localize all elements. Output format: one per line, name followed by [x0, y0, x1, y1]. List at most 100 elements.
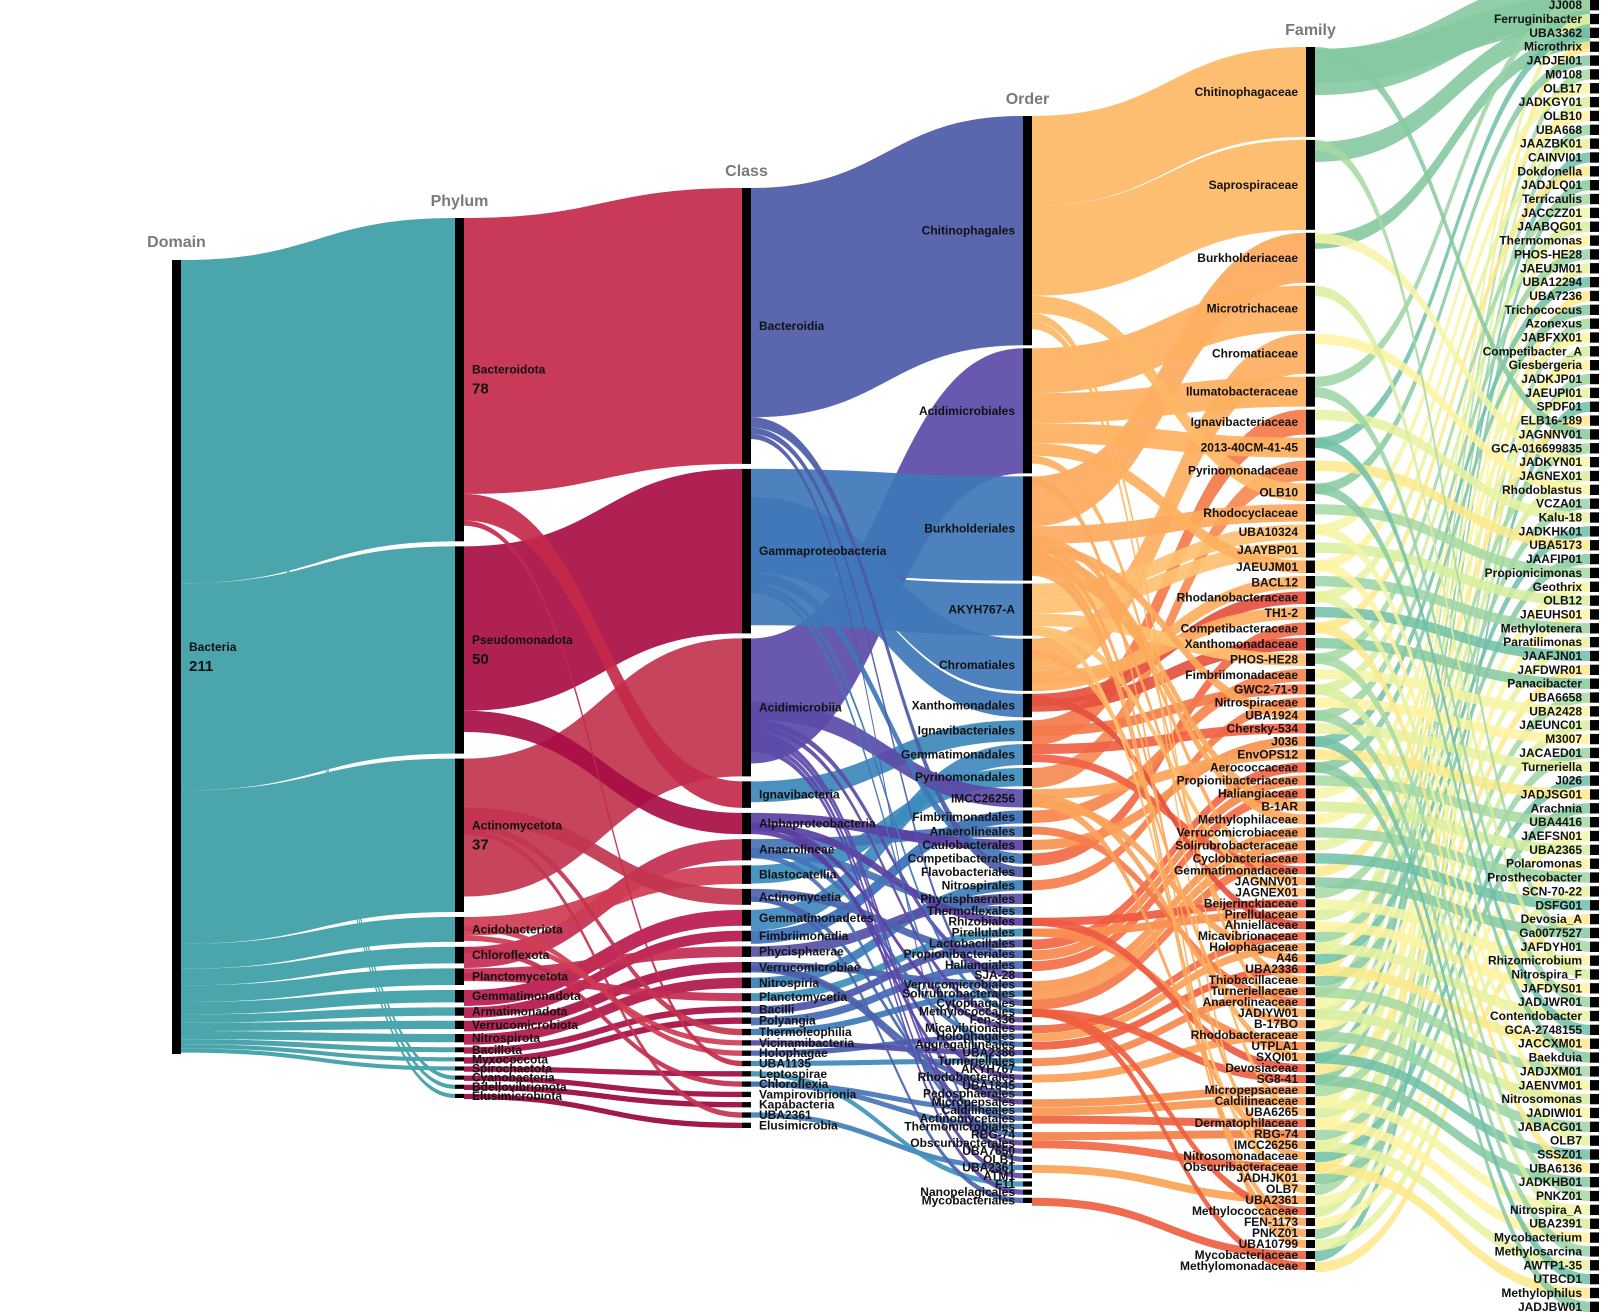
node-bar-genus: [1590, 484, 1599, 496]
node-label-order: Actinomycetales: [920, 1111, 1016, 1125]
flow-link-domain-to-phylum: [181, 989, 455, 1015]
flow-link-order-to-family: [1032, 559, 1306, 1227]
flow-link-order-to-family: [1032, 567, 1306, 1238]
node-label-family: Methylococcaceae: [1192, 1204, 1298, 1218]
node-label-class: Bacteroidia: [759, 319, 825, 333]
node-bar-family: [1306, 1207, 1315, 1216]
node-bar-family: [1306, 1075, 1315, 1084]
node-bar-phylum: [455, 218, 464, 542]
flow-link-family-to-genus: [1315, 193, 1590, 664]
flow-link-class-to-order: [751, 433, 1023, 1162]
flow-link-family-to-genus: [1315, 1031, 1590, 1132]
node-label-family: Rhodanobacteraceae: [1177, 591, 1299, 605]
node-label-genus: Turneriella: [1522, 760, 1583, 774]
node-bar-order: [1023, 1173, 1032, 1179]
node-bar-family: [1306, 1218, 1315, 1227]
node-bar-genus: [1590, 1232, 1599, 1243]
node-label-genus: JAFDWR01: [1517, 663, 1582, 677]
node-label-family: PHOS-HE28: [1230, 653, 1298, 667]
flow-link-family-to-genus: [1315, 0, 1590, 95]
node-bar-genus: [1590, 1135, 1599, 1146]
node-bar-family: [1306, 1130, 1315, 1139]
node-bar-family: [1306, 1141, 1315, 1150]
node-label-phylum: Bdellovibrionota: [472, 1080, 567, 1094]
flow-link-family-to-genus: [1315, 723, 1590, 772]
node-bar-genus: [1590, 609, 1599, 620]
node-label-genus: UBA4416: [1529, 815, 1582, 829]
flow-link-phylum-to-class: [464, 520, 742, 1067]
node-bar-family: [1306, 987, 1315, 996]
node-label-family: Micropepsaceae: [1205, 1083, 1299, 1097]
node-label-order: Competibacterales: [908, 852, 1016, 866]
node-bar-genus: [1590, 360, 1599, 371]
node-bar-genus: [1590, 1163, 1599, 1174]
node-label-family: UBA1924: [1245, 708, 1298, 722]
flow-link-class-to-order: [751, 496, 1023, 691]
node-label-genus: JADJBW01: [1518, 1300, 1582, 1314]
flow-link-family-to-genus: [1315, 827, 1590, 883]
flow-link-family-to-genus: [1315, 0, 1590, 388]
node-label-class: Alphaproteobacteria: [759, 816, 876, 830]
flow-link-class-to-order: [751, 822, 1023, 1105]
node-bar-phylum: [455, 546, 464, 754]
node-bar-genus: [1590, 235, 1599, 246]
flow-link-order-to-family: [1032, 553, 1306, 812]
node-bar-phylum: [455, 1047, 464, 1053]
flow-link-order-to-family: [1032, 695, 1306, 930]
node-label-order: OLB1: [983, 1152, 1015, 1166]
node-label-family: Microtrichaceae: [1207, 301, 1299, 315]
node-label-family: BACL12: [1251, 575, 1298, 589]
node-bar-family: [1306, 1009, 1315, 1018]
node-label-order: Aggregatilineales: [915, 1037, 1015, 1051]
node-label-phylum: Armatimonadota: [472, 1005, 568, 1019]
node-bar-family: [1306, 840, 1315, 851]
node-bar-genus: [1590, 1107, 1599, 1119]
node-bar-genus: [1590, 332, 1599, 343]
node-bar-family: [1306, 965, 1315, 974]
node-label-genus: JAGNNV01: [1519, 427, 1583, 441]
column-titles: Domain Phylum Class Order Family: [147, 22, 1336, 251]
node-label-class: Blastocatellia: [759, 868, 837, 882]
flow-link-family-to-genus: [1315, 27, 1590, 448]
node-bar-family: [1306, 723, 1315, 734]
node-label-family: GWC2-71-9: [1234, 682, 1298, 696]
node-bar-class: [742, 930, 751, 942]
node-label-order: Chitinophagales: [922, 224, 1016, 238]
node-bar-order: [1023, 1132, 1032, 1138]
node-label-order: AKYH767: [961, 1062, 1015, 1076]
node-label-class: UBA2361: [759, 1108, 812, 1122]
node-bar-class: [742, 638, 751, 777]
node-bar-genus: [1590, 1080, 1599, 1091]
node-label-genus: JJ008: [1549, 0, 1583, 12]
node-label-class: Phycisphaerae: [759, 945, 844, 959]
node-bar-genus: [1590, 27, 1599, 39]
node-label-genus: AWTP1-35: [1523, 1258, 1582, 1272]
node-label-order: Caulobacterales: [922, 838, 1015, 852]
node-label-family: UTPLA1: [1251, 1039, 1298, 1053]
flow-link-family-to-genus: [1315, 1053, 1590, 1160]
node-bar-genus: [1590, 872, 1599, 883]
node-bar-genus: [1590, 997, 1599, 1008]
node-bar-genus: [1590, 1287, 1599, 1299]
node-label-family: SG8-41: [1257, 1072, 1299, 1086]
flow-link-phylum-to-class: [464, 188, 742, 494]
node-bar-phylum: [455, 989, 464, 1003]
node-bar-order: [1023, 939, 1032, 948]
node-label-class: Anaerolineae: [759, 843, 835, 857]
node-bar-family: [1306, 1163, 1315, 1172]
node-label-genus: Rhodoblastus: [1502, 483, 1582, 497]
node-bar-order: [1023, 826, 1032, 837]
node-bar-genus: [1590, 318, 1599, 329]
node-bar-order: [1023, 1082, 1032, 1089]
node-bar-order: [1023, 638, 1032, 691]
flow-link-order-to-family: [1032, 551, 1306, 1161]
flow-link-class-to-order: [751, 731, 1023, 1146]
node-labels: Bacteria 211 Bacteroidota 78 Pseudomonadota 5…: [189, 0, 1582, 1314]
node-label-genus: J026: [1555, 774, 1582, 788]
node-label-order: Rhodobacterales: [918, 1070, 1016, 1084]
node-label-family: Saprospiraceae: [1209, 178, 1299, 192]
flow-link-family-to-genus: [1315, 801, 1590, 856]
node-label-genus: JADJEI01: [1527, 54, 1583, 68]
node-bar-order: [1023, 1017, 1032, 1023]
flow-link-class-to-order: [751, 549, 1023, 718]
